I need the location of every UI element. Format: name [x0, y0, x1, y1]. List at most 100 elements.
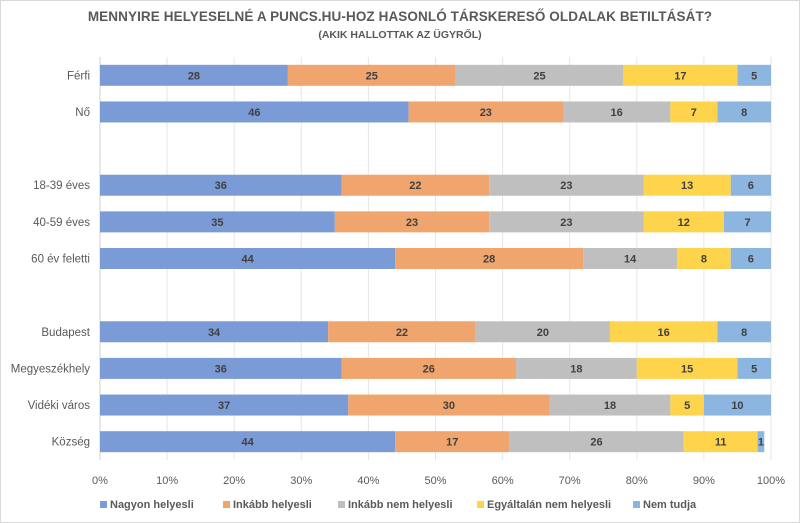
category-label: 18-39 éves [33, 180, 90, 192]
data-label: 36 [215, 363, 227, 375]
data-label: 13 [681, 180, 693, 192]
bar-segment [609, 321, 718, 343]
data-label: 18 [570, 363, 582, 375]
bar-segment [562, 101, 671, 123]
legend-item: Nagyon helyesli [100, 499, 194, 511]
data-label: 28 [483, 254, 495, 266]
bar-segment [395, 431, 510, 453]
category-label: Megyeszékhely [11, 363, 91, 375]
data-label: 11 [715, 437, 727, 449]
data-label: 15 [681, 363, 693, 375]
data-label: 22 [396, 327, 408, 339]
bar-segment [341, 174, 490, 196]
bar-segment [583, 248, 678, 269]
category-label: Nő [75, 107, 90, 119]
bar-segment [100, 431, 396, 453]
data-label: 12 [678, 217, 690, 229]
data-label: 30 [443, 400, 455, 412]
bar-segment [348, 394, 550, 416]
data-label: 25 [533, 70, 545, 82]
x-tick-label: 100% [757, 475, 785, 487]
bar-segment [717, 321, 771, 343]
bar-segment [670, 394, 704, 416]
data-label: 34 [208, 327, 221, 339]
data-label: 16 [611, 107, 623, 119]
x-tick-label: 20% [223, 475, 245, 487]
data-label: 7 [691, 107, 697, 119]
bar-segment [328, 321, 476, 343]
legend: Nagyon helyesli Inkább helyesli Inkább nem… [100, 499, 697, 511]
data-label: 23 [406, 217, 418, 229]
legend-label: Inkább helyesli [233, 499, 312, 511]
legend-swatch [633, 501, 640, 508]
bar-segment [643, 211, 725, 233]
x-tick-label: 40% [357, 475, 379, 487]
legend-item: Inkább nem helyesli [338, 499, 453, 511]
chart-subtitle: (AKIK HALLOTTAK AZ ÜGYRŐL) [318, 29, 482, 41]
data-label: 44 [241, 254, 254, 266]
legend-label: Nem tudja [643, 499, 697, 511]
bar-segment [509, 431, 684, 453]
x-tick-label: 60% [492, 475, 514, 487]
data-label: 14 [624, 254, 637, 266]
data-label: 44 [241, 437, 254, 449]
data-label: 18 [604, 400, 616, 412]
data-label: 16 [658, 327, 670, 339]
x-tick-label: 50% [424, 475, 446, 487]
data-label: 17 [446, 437, 458, 449]
data-label: 20 [537, 327, 549, 339]
legend-swatch [223, 501, 230, 508]
bar-segment [489, 174, 644, 196]
category-label: 40-59 éves [33, 217, 90, 229]
bar-segment [334, 211, 490, 233]
bar-segment [341, 357, 517, 379]
data-label: 23 [560, 180, 572, 192]
bar-segment [455, 64, 624, 86]
data-label: 23 [480, 107, 492, 119]
x-tick-label: 80% [626, 475, 648, 487]
bar-segment [636, 357, 738, 379]
bar-segment [670, 101, 718, 123]
legend-swatch [477, 501, 484, 508]
bar-segment [408, 101, 563, 123]
data-label: 23 [560, 217, 572, 229]
x-tick-labels: 0% 10% 20% 30% 40% 50% 60% 70% 80% 90% 100% [92, 475, 785, 487]
data-label: 5 [751, 70, 757, 82]
bar-segment [724, 211, 771, 233]
bar-segment [730, 174, 771, 196]
bar-segment [475, 321, 610, 343]
bar-segment [100, 248, 396, 269]
x-tick-label: 90% [693, 475, 715, 487]
bar-segment [100, 321, 329, 343]
bar-segment [100, 101, 409, 123]
category-label: 60 év feletti [31, 254, 90, 266]
x-tick-label: 70% [559, 475, 581, 487]
x-tick-label: 30% [290, 475, 312, 487]
bar-segment [489, 211, 644, 233]
bar-segment [757, 431, 765, 453]
legend-swatch [338, 501, 345, 508]
legend-swatch [100, 501, 107, 508]
bar-segment [683, 431, 758, 453]
bar-segment [287, 64, 456, 86]
data-label: 17 [674, 70, 686, 82]
bar-segment [100, 357, 342, 379]
bar-segment [549, 394, 671, 416]
bar-segment [737, 64, 771, 86]
bar-segment [395, 248, 584, 269]
data-label: 35 [211, 217, 223, 229]
data-label: 6 [748, 180, 754, 192]
data-label: 5 [684, 400, 690, 412]
bar-segment [516, 357, 637, 379]
category-labels: Férfi Nő 18-39 éves 40-59 éves 60 év feletti… [11, 70, 91, 448]
data-label: 8 [701, 254, 707, 266]
data-label: 22 [409, 180, 421, 192]
data-label: 26 [590, 437, 602, 449]
x-tick-label: 10% [156, 475, 178, 487]
data-label: 6 [748, 254, 754, 266]
legend-label: Nagyon helyesli [110, 499, 194, 511]
data-label: 25 [366, 70, 378, 82]
bar-segment [643, 174, 731, 196]
bar-segment [677, 248, 731, 269]
data-label: 10 [731, 400, 743, 412]
